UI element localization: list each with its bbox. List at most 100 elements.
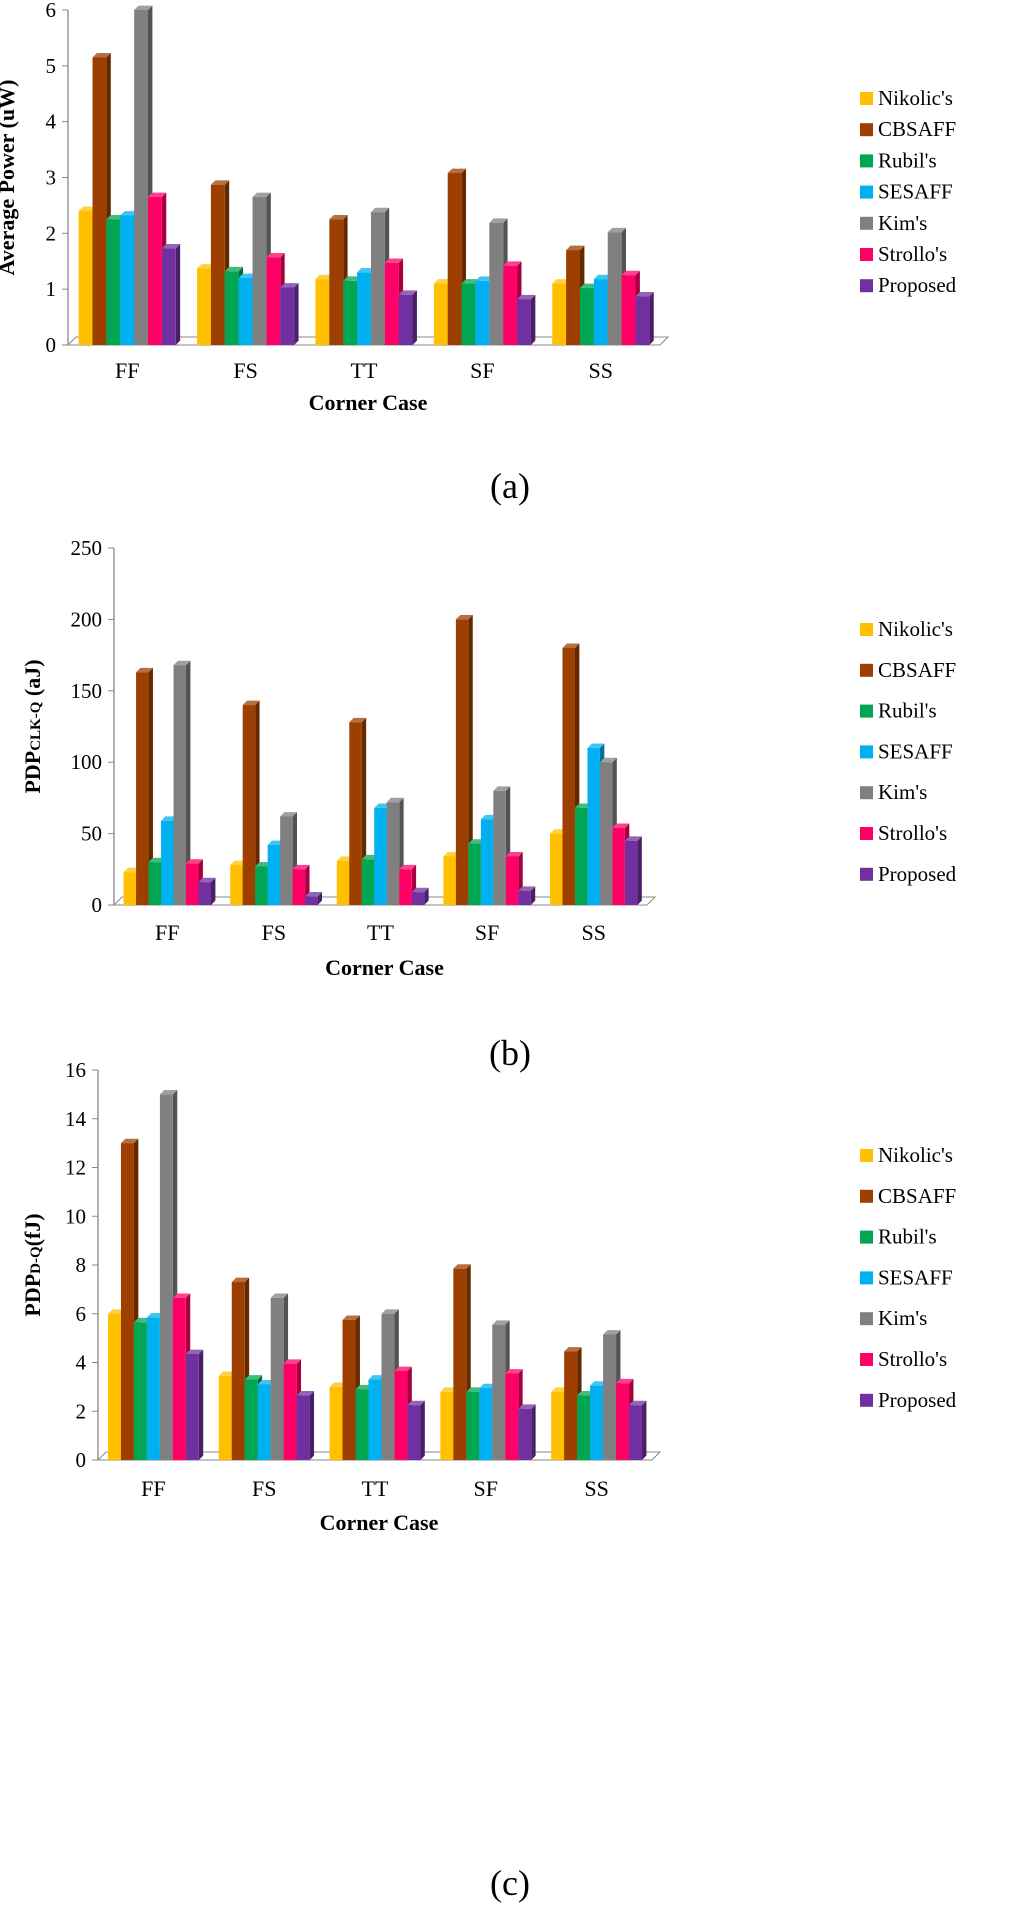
bar-front xyxy=(381,1313,395,1460)
bar-top xyxy=(587,743,605,748)
y-tick-label: 50 xyxy=(81,822,102,846)
bar-fs-7 xyxy=(280,283,299,345)
legend-item: Kim's xyxy=(860,211,927,235)
x-category-label: FS xyxy=(252,1476,276,1501)
legend-swatch xyxy=(860,1149,873,1162)
bar-top xyxy=(411,887,429,893)
x-category-label: TT xyxy=(367,920,394,945)
bar-top xyxy=(252,192,271,198)
bar-front xyxy=(342,1319,356,1460)
bar-top xyxy=(475,276,494,281)
bar-front xyxy=(374,807,387,905)
bar-front xyxy=(564,1351,578,1460)
bar-front xyxy=(280,816,293,905)
chart-panel-3: 0 2 4 6 8 10 12 14 16 FF FS TT SF SS Corner Case PDPD-Q… xyxy=(20,1058,957,1903)
panel-label: (c) xyxy=(490,1863,530,1903)
bar-front xyxy=(552,283,567,345)
legend-item: Kim's xyxy=(860,780,927,804)
bar-front xyxy=(587,747,600,905)
bar-top xyxy=(296,1391,315,1396)
y-tick-label: 100 xyxy=(71,750,103,774)
bar-side xyxy=(420,1400,425,1460)
legend-swatch xyxy=(860,623,873,636)
legend-swatch xyxy=(860,663,873,677)
bar-top xyxy=(621,270,640,276)
bar-top xyxy=(280,283,299,288)
legend-label: Strollo's xyxy=(878,821,947,845)
legend-swatch xyxy=(860,216,873,230)
bar-front xyxy=(305,896,318,905)
legend-item: Proposed xyxy=(860,1388,957,1412)
legend-label: Rubil's xyxy=(878,148,937,172)
bar-side xyxy=(530,886,536,905)
bar-tt-7 xyxy=(407,1400,425,1460)
bar-top xyxy=(629,1400,647,1406)
bar-front xyxy=(355,1389,369,1460)
bar-front xyxy=(603,1334,617,1460)
bar-front xyxy=(266,257,281,345)
y-tick-label: 2 xyxy=(76,1399,87,1423)
bar-sf-2 xyxy=(455,615,473,905)
bar-top xyxy=(106,214,125,220)
legend-swatch xyxy=(860,827,873,840)
legend-item: Rubil's xyxy=(860,1225,937,1249)
bar-front xyxy=(466,1391,480,1460)
bar-top xyxy=(492,1320,510,1325)
legend-label: Kim's xyxy=(878,780,927,804)
bar-side xyxy=(468,615,473,905)
bar-front xyxy=(549,833,563,905)
legend-item: SESAFF xyxy=(860,1265,953,1289)
bar-front xyxy=(296,1395,310,1460)
bar-fs-7 xyxy=(305,892,323,905)
y-tick-label: 6 xyxy=(76,1302,87,1326)
bar-front xyxy=(186,863,199,905)
bar-front xyxy=(616,1383,630,1460)
bar-top xyxy=(197,264,216,269)
bar-top xyxy=(224,266,244,272)
bar-front xyxy=(505,1373,519,1460)
bar-top xyxy=(607,227,627,233)
bar-front xyxy=(231,1282,245,1460)
legend-item: SESAFF xyxy=(860,180,953,204)
y-tick-label: 14 xyxy=(65,1107,87,1131)
bar-ff-7 xyxy=(185,1349,204,1460)
bar-front xyxy=(518,890,531,905)
bar-top xyxy=(455,615,473,620)
bar-front xyxy=(518,1408,532,1460)
bar-top xyxy=(384,258,404,263)
legend-label: Nikolic's xyxy=(878,617,953,641)
bar-front xyxy=(218,1375,232,1460)
y-axis-title-main: PDP xyxy=(20,1274,45,1317)
bar-top xyxy=(266,252,285,258)
bar-front xyxy=(357,272,371,345)
bar-side xyxy=(649,292,654,345)
bar-top xyxy=(315,274,334,280)
legend-item: CBSAFF xyxy=(860,658,956,682)
bar-front xyxy=(244,1379,258,1460)
bar-side xyxy=(186,660,191,905)
bar-top xyxy=(493,786,511,791)
bar-top xyxy=(593,274,613,280)
legend-swatch xyxy=(860,185,873,199)
bar-top xyxy=(136,667,153,673)
bar-side xyxy=(412,290,417,345)
legend-item: Nikolic's xyxy=(860,86,953,110)
x-category-label: SF xyxy=(470,358,494,383)
legend-label: SESAFF xyxy=(878,1265,953,1289)
legend-swatch xyxy=(860,1271,873,1285)
legend-swatch xyxy=(860,1189,873,1203)
legend-item: Strollo's xyxy=(860,821,947,845)
bar-front xyxy=(621,275,636,345)
legend-item: SESAFF xyxy=(860,739,953,763)
bar-top xyxy=(612,823,630,828)
bar-front xyxy=(329,219,344,345)
bar-front xyxy=(394,1371,408,1460)
bar-top xyxy=(238,273,257,278)
bar-top xyxy=(161,244,181,249)
bar-top xyxy=(292,864,310,870)
bar-front xyxy=(349,722,362,905)
legend-swatch xyxy=(860,1230,873,1244)
bar-front xyxy=(336,860,350,905)
bar-front xyxy=(257,1384,271,1460)
bar-front xyxy=(120,1143,134,1460)
